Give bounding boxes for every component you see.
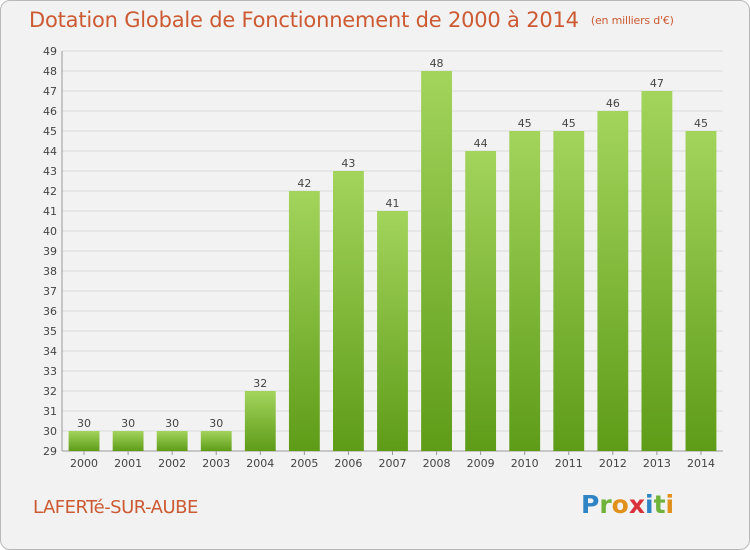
bar bbox=[244, 391, 276, 451]
y-tick-label: 40 bbox=[43, 225, 57, 238]
bar bbox=[421, 71, 452, 451]
data-label: 42 bbox=[297, 177, 311, 190]
logo-letter: t bbox=[653, 490, 666, 519]
chart-title-text: Dotation Globale de Fonctionnement de 20… bbox=[29, 8, 579, 32]
y-tick-label: 45 bbox=[43, 125, 57, 138]
bar bbox=[509, 131, 541, 451]
bar bbox=[68, 431, 100, 451]
logo-letter: r bbox=[599, 490, 612, 519]
data-label: 43 bbox=[341, 157, 355, 170]
x-tick-label: 2012 bbox=[599, 457, 627, 470]
data-label: 45 bbox=[694, 117, 708, 130]
data-label: 30 bbox=[121, 417, 135, 430]
x-tick-label: 2004 bbox=[246, 457, 274, 470]
x-tick-label: 2013 bbox=[643, 457, 671, 470]
y-tick-label: 31 bbox=[43, 405, 57, 418]
y-tick-label: 47 bbox=[43, 85, 57, 98]
bar bbox=[465, 151, 497, 451]
bar-layer bbox=[68, 71, 717, 451]
y-tick-label: 42 bbox=[43, 185, 57, 198]
x-tick-label: 2014 bbox=[687, 457, 715, 470]
data-label: 46 bbox=[606, 97, 620, 110]
proxiti-logo: Proxiti bbox=[581, 490, 674, 519]
bar bbox=[377, 211, 408, 451]
bar bbox=[553, 131, 585, 451]
logo-letter: i bbox=[645, 490, 654, 519]
x-tick-label: 2002 bbox=[158, 457, 186, 470]
chart-title: Dotation Globale de Fonctionnement de 20… bbox=[29, 8, 674, 32]
logo-letter: i bbox=[665, 490, 675, 519]
x-tick-label: 2009 bbox=[467, 457, 495, 470]
bar bbox=[685, 131, 717, 451]
chart-subtitle: (en milliers d'€) bbox=[590, 14, 674, 27]
y-tick-label: 46 bbox=[43, 105, 57, 118]
data-label: 30 bbox=[165, 417, 179, 430]
x-tick-label: 2006 bbox=[334, 457, 362, 470]
y-tick-label: 41 bbox=[43, 205, 57, 218]
bar bbox=[112, 431, 144, 451]
y-tick-label: 38 bbox=[43, 265, 57, 278]
data-label: 30 bbox=[209, 417, 223, 430]
logo-letter: P bbox=[581, 490, 600, 519]
y-tick-label: 35 bbox=[43, 325, 57, 338]
axis-layer: 29 30 31 32 33 34 35 36 37 38 39 40 41 42 43 44 45 46 47 48… bbox=[43, 45, 723, 470]
label-layer: 30 30 30 30 32 42 43 41 48 44 45 45 46 47 45 bbox=[77, 57, 708, 430]
data-label: 44 bbox=[474, 137, 488, 150]
y-tick-label: 29 bbox=[43, 445, 57, 458]
logo-letter: o bbox=[611, 490, 629, 519]
y-tick-label: 48 bbox=[43, 65, 57, 78]
bar bbox=[288, 191, 320, 451]
x-tick-label: 2011 bbox=[555, 457, 583, 470]
x-tick-label: 2008 bbox=[423, 457, 451, 470]
data-label: 45 bbox=[562, 117, 576, 130]
y-tick-label: 44 bbox=[43, 145, 57, 158]
x-tick-label: 2010 bbox=[511, 457, 539, 470]
y-tick-label: 49 bbox=[43, 45, 57, 58]
x-tick-label: 2007 bbox=[379, 457, 407, 470]
y-tick-label: 34 bbox=[43, 345, 57, 358]
data-label: 41 bbox=[386, 197, 400, 210]
bar bbox=[641, 91, 673, 451]
y-tick-label: 37 bbox=[43, 285, 57, 298]
place-name: LAFERTé-SUR-AUBE bbox=[33, 497, 198, 518]
y-tick-label: 30 bbox=[43, 425, 57, 438]
bar bbox=[156, 431, 188, 451]
y-tick-label: 32 bbox=[43, 385, 57, 398]
x-tick-label: 2005 bbox=[290, 457, 318, 470]
bar bbox=[200, 431, 232, 451]
bar bbox=[597, 111, 629, 451]
x-tick-label: 2001 bbox=[114, 457, 142, 470]
x-tick-label: 2000 bbox=[70, 457, 98, 470]
data-label: 48 bbox=[430, 57, 444, 70]
x-tick-label: 2003 bbox=[202, 457, 230, 470]
y-tick-label: 39 bbox=[43, 245, 57, 258]
bar bbox=[333, 171, 364, 451]
data-label: 32 bbox=[253, 377, 267, 390]
logo-letter: x bbox=[628, 490, 645, 519]
data-label: 30 bbox=[77, 417, 91, 430]
y-tick-label: 33 bbox=[43, 365, 57, 378]
y-tick-label: 36 bbox=[43, 305, 57, 318]
data-label: 47 bbox=[650, 77, 664, 90]
data-label: 45 bbox=[518, 117, 532, 130]
y-tick-label: 43 bbox=[43, 165, 57, 178]
